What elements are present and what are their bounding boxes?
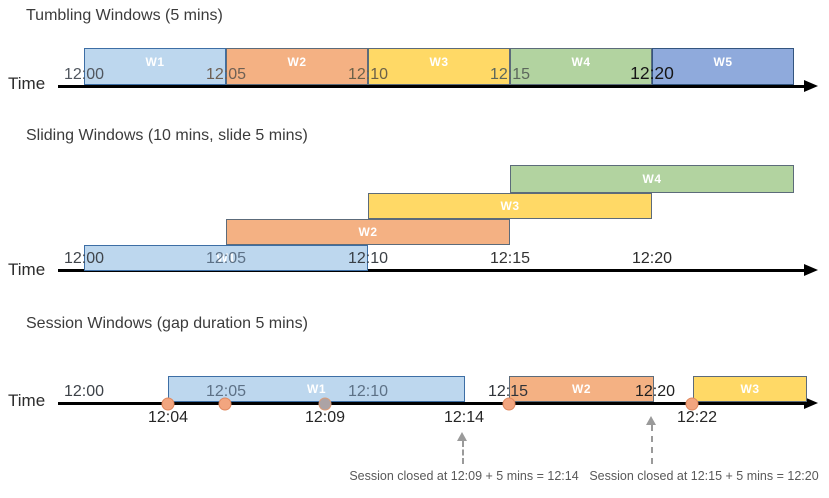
tumbling-tick-12-10: 12:10 — [347, 66, 389, 83]
tumbling-time-axis-label: Time — [8, 74, 46, 93]
sliding-axis-arrowhead-icon — [804, 264, 818, 276]
window-label: W2 — [358, 225, 378, 239]
dashed-arrow-line-1 — [462, 441, 464, 464]
tumbling-window-w1: W1 — [84, 48, 226, 85]
sliding-axis-line — [58, 269, 810, 272]
session-tick-12-05: 12:05 — [205, 383, 247, 400]
tumbling-window-w2: W2 — [226, 48, 368, 85]
window-label: W2 — [287, 55, 307, 69]
sliding-tick-12-05: 12:05 — [205, 250, 247, 267]
sliding-tick-12-15: 12:15 — [489, 250, 531, 267]
tumbling-title: Tumbling Windows (5 mins) — [26, 7, 223, 24]
session-title: Session Windows (gap duration 5 mins) — [26, 315, 308, 332]
sliding-tick-12-00: 12:00 — [63, 250, 105, 267]
window-label: W4 — [642, 172, 662, 186]
session-window-w1: W1 — [168, 376, 465, 402]
tumbling-tick-12-00: 12:00 — [63, 66, 105, 83]
tumbling-tick-12-05: 12:05 — [205, 66, 247, 83]
event-label-12-14: 12:14 — [443, 409, 485, 426]
window-label: W1 — [145, 55, 165, 69]
tumbling-axis-line — [58, 85, 810, 88]
sliding-window-w2: W2 — [226, 219, 510, 245]
window-label: W2 — [572, 382, 591, 396]
event-dot-12-15 — [502, 397, 516, 411]
event-label-12-09: 12:09 — [304, 409, 346, 426]
tumbling-axis-arrowhead-icon — [804, 80, 818, 92]
session-tick-12-15: 12:15 — [487, 383, 529, 400]
session-time-axis-label: Time — [8, 391, 46, 410]
session-window-w2: W2 — [509, 376, 654, 402]
session-axis-line — [58, 402, 810, 405]
session-window-w3: W3 — [693, 376, 807, 402]
window-label: W1 — [216, 251, 236, 265]
window-label: W5 — [713, 55, 733, 69]
arrow-up-icon — [646, 416, 656, 425]
window-label: W1 — [307, 382, 326, 396]
tumbling-window-w3: W3 — [368, 48, 510, 85]
window-label: W3 — [500, 199, 520, 213]
session-tick-12-20: 12:20 — [634, 383, 676, 400]
arrow-up-icon — [457, 432, 467, 441]
sliding-window-w3: W3 — [368, 193, 652, 219]
event-dot-12-05 — [218, 397, 232, 411]
event-label-12-22: 12:22 — [676, 409, 718, 426]
sliding-time-axis-label: Time — [8, 260, 46, 279]
event-dot-12-04 — [161, 397, 175, 411]
window-label: W3 — [740, 382, 760, 396]
event-dot-12-09 — [318, 397, 332, 411]
tumbling-tick-12-15: 12:15 — [489, 66, 531, 83]
session-axis-arrowhead-icon — [804, 397, 818, 409]
sliding-tick-12-10: 12:10 — [347, 250, 389, 267]
session-closed-annotation-2: Session closed at 12:15 + 5 mins = 12:20 — [589, 469, 819, 483]
window-label: W4 — [571, 55, 591, 69]
window-label: W3 — [429, 55, 449, 69]
dashed-arrow-line-2 — [651, 425, 653, 464]
tumbling-tick-12-20: 12:20 — [630, 63, 674, 83]
event-label-12-04: 12:04 — [147, 409, 189, 426]
sliding-window-w4: W4 — [510, 165, 794, 193]
event-dot-12-21 — [685, 397, 699, 411]
sliding-window-w1: W1 — [84, 245, 368, 271]
sliding-title: Sliding Windows (10 mins, slide 5 mins) — [26, 127, 308, 144]
tumbling-window-w4: W4 — [510, 48, 652, 85]
sliding-tick-12-20: 12:20 — [631, 250, 673, 267]
session-tick-12-10: 12:10 — [347, 383, 389, 400]
session-closed-annotation-1: Session closed at 12:09 + 5 mins = 12:14 — [349, 469, 579, 483]
session-tick-12-00: 12:00 — [63, 383, 105, 400]
tumbling-window-w5: W5 — [652, 48, 794, 85]
